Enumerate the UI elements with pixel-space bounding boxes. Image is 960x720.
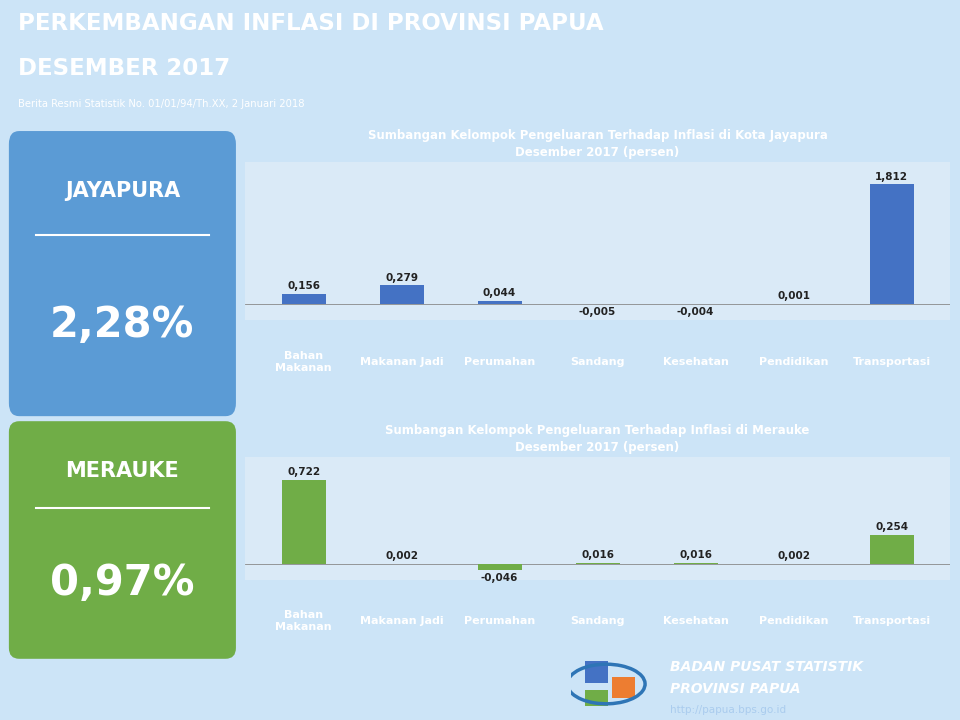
Bar	[477, 301, 521, 304]
Text: 0,279: 0,279	[385, 273, 419, 283]
Text: Sandang: Sandang	[570, 357, 625, 366]
Text: Sumbangan Kelompok Pengeluaran Terhadap Inflasi di Kota Jayapura
Desember 2017 (: Sumbangan Kelompok Pengeluaran Terhadap …	[368, 129, 828, 159]
Text: Berita Resmi Statistik No. 01/01/94/Th.XX, 2 Januari 2018: Berita Resmi Statistik No. 01/01/94/Th.X…	[18, 99, 305, 109]
Text: Makanan Jadi: Makanan Jadi	[360, 616, 444, 626]
Text: -0,046: -0,046	[481, 572, 518, 582]
Text: Pendidikan: Pendidikan	[758, 616, 828, 626]
Text: Perumahan: Perumahan	[464, 357, 536, 366]
Text: Perumahan: Perumahan	[464, 616, 536, 626]
Text: Pendidikan: Pendidikan	[758, 357, 828, 366]
Text: 0,722: 0,722	[287, 467, 321, 477]
Text: http://papua.bps.go.id: http://papua.bps.go.id	[670, 705, 786, 715]
Text: 2,28%: 2,28%	[50, 305, 195, 346]
FancyBboxPatch shape	[9, 421, 236, 659]
Text: Kesehatan: Kesehatan	[662, 357, 729, 366]
Text: -0,004: -0,004	[677, 307, 714, 317]
Text: Bahan
Makanan: Bahan Makanan	[276, 351, 332, 373]
Text: 1,812: 1,812	[876, 171, 908, 181]
Bar	[870, 535, 914, 564]
Text: 0,002: 0,002	[385, 552, 419, 562]
Text: Sumbangan Kelompok Pengeluaran Terhadap Inflasi di Merauke
Desember 2017 (persen: Sumbangan Kelompok Pengeluaran Terhadap …	[385, 424, 810, 454]
Text: 0,254: 0,254	[875, 522, 908, 532]
Bar	[281, 480, 325, 564]
Text: Makanan Jadi: Makanan Jadi	[360, 357, 444, 366]
Text: Transportasi: Transportasi	[852, 357, 930, 366]
Bar	[379, 286, 423, 304]
Text: Bahan
Makanan: Bahan Makanan	[276, 610, 332, 632]
Text: 0,156: 0,156	[287, 281, 320, 291]
Text: PERKEMBANGAN INFLASI DI PROVINSI PAPUA: PERKEMBANGAN INFLASI DI PROVINSI PAPUA	[18, 12, 604, 35]
Text: MERAUKE: MERAUKE	[65, 461, 180, 481]
Bar	[870, 184, 914, 304]
Bar	[576, 562, 619, 564]
Text: BADAN PUSAT STATISTIK: BADAN PUSAT STATISTIK	[670, 660, 863, 675]
Bar	[585, 661, 608, 683]
Text: JAYAPURA: JAYAPURA	[64, 181, 180, 201]
Text: 0,044: 0,044	[483, 288, 516, 298]
Text: 0,97%: 0,97%	[50, 562, 195, 604]
Text: 0,016: 0,016	[679, 549, 712, 559]
Bar	[674, 562, 718, 564]
Bar	[477, 564, 521, 570]
FancyBboxPatch shape	[9, 131, 236, 416]
Text: PROVINSI PAPUA: PROVINSI PAPUA	[670, 682, 801, 696]
Bar	[281, 294, 325, 304]
Text: Kesehatan: Kesehatan	[662, 616, 729, 626]
Text: Transportasi: Transportasi	[852, 616, 930, 626]
Text: 0,002: 0,002	[777, 552, 810, 562]
Text: DESEMBER 2017: DESEMBER 2017	[18, 57, 230, 80]
Text: -0,005: -0,005	[579, 307, 616, 317]
Text: Sandang: Sandang	[570, 616, 625, 626]
Bar	[612, 677, 636, 698]
Bar	[585, 690, 608, 706]
Text: 0,001: 0,001	[777, 291, 810, 301]
Text: 0,016: 0,016	[581, 549, 614, 559]
